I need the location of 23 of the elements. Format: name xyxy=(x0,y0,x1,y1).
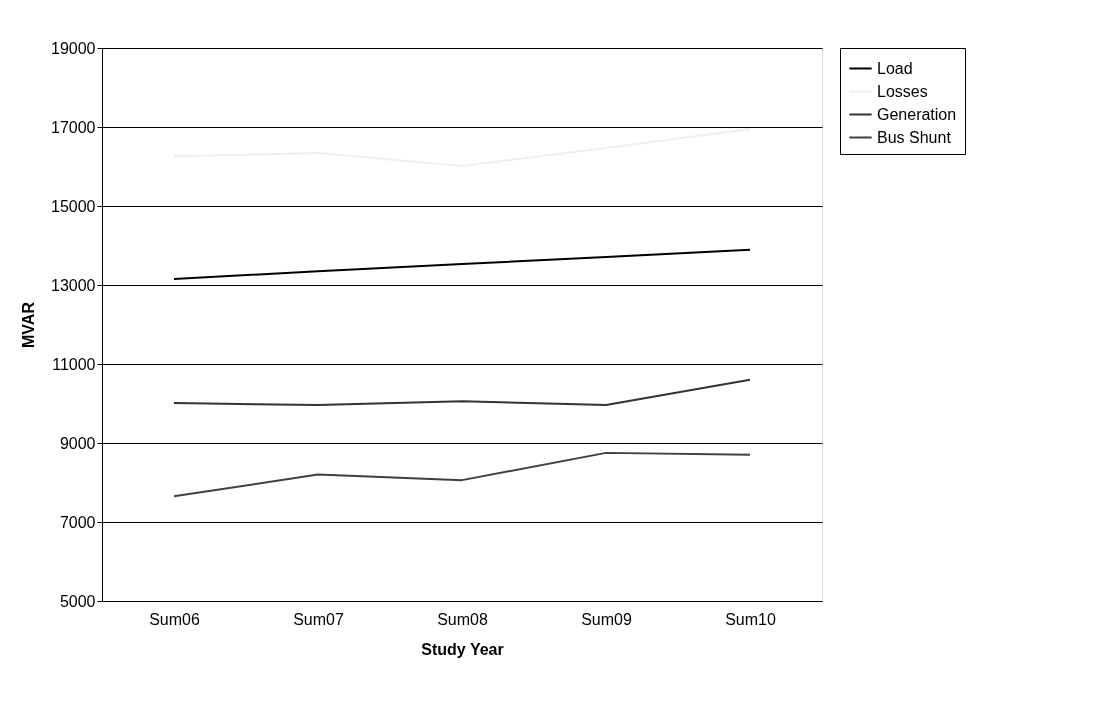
y-tick-label: 5000 xyxy=(59,592,96,610)
x-tick-label: Sum07 xyxy=(293,610,344,628)
y-tick-label: 13000 xyxy=(51,276,96,294)
y-tick-label: 11000 xyxy=(52,355,96,373)
x-tick-label: Sum09 xyxy=(581,610,632,628)
y-tick-label: 9000 xyxy=(59,434,96,452)
legend-label: Losses xyxy=(877,82,928,100)
line-series xyxy=(173,127,751,168)
line-series xyxy=(173,248,751,281)
legend-label: Load xyxy=(877,59,913,77)
x-tick-label: Sum08 xyxy=(437,610,488,628)
y-tick-label: 19000 xyxy=(51,39,96,57)
y-axis-title: MVAR xyxy=(20,301,38,348)
y-tick-label: 15000 xyxy=(51,197,96,215)
legend-label: Generation xyxy=(877,105,957,123)
y-tick-label: 7000 xyxy=(59,513,96,531)
line-series xyxy=(173,378,751,407)
x-tick-label: Sum10 xyxy=(725,610,776,628)
x-tick-label: Sum06 xyxy=(149,610,200,628)
y-tick-label: 17000 xyxy=(51,118,96,136)
line-series xyxy=(173,451,751,498)
x-axis-title: Study Year xyxy=(421,640,504,658)
legend-label: Bus Shunt xyxy=(877,128,952,146)
